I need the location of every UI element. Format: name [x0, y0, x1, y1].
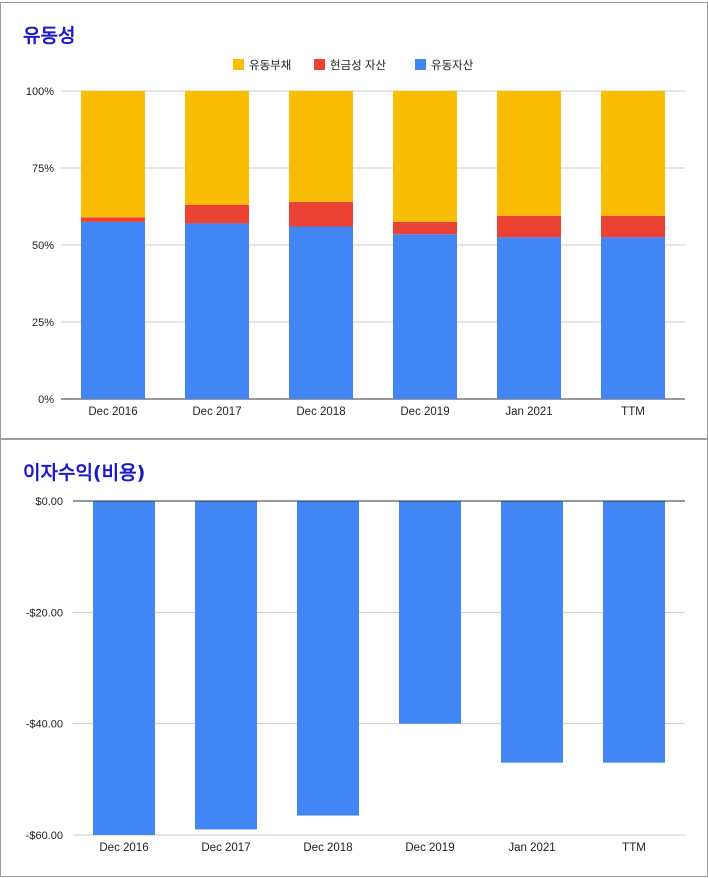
y-tick-label: 25%	[32, 317, 54, 329]
interest-chart: $0.00 -$20.00 -$40.00 -$60.00 Dec 2016 Dec 20…	[26, 496, 685, 854]
x-tick-label: Dec 2018	[303, 842, 352, 854]
bar-segment	[185, 91, 249, 205]
bar-segment	[497, 237, 561, 399]
y-tick-label: 0%	[38, 394, 54, 406]
bar	[195, 501, 257, 830]
y-tick-label: -$40.00	[26, 719, 63, 731]
x-tick-label: Dec 2017	[201, 842, 250, 854]
bar-segment	[393, 234, 457, 399]
x-tick-label: Dec 2017	[192, 406, 241, 418]
bar	[501, 501, 563, 763]
bar-segment	[497, 215, 561, 238]
bar-segment	[601, 237, 665, 399]
bar-segment	[81, 217, 145, 222]
liquidity-chart-panel: 유동성 0% 25% 50% 75% 100% Dec 2016 Dec 2017 Dec 2…	[0, 2, 708, 439]
liquidity-chart: 0% 25% 50% 75% 100% Dec 2016 Dec 2017 Dec 2018 D…	[26, 59, 685, 418]
legend-swatch	[314, 59, 325, 70]
bar-segment	[81, 221, 145, 399]
y-tick-label: 100%	[26, 86, 54, 98]
x-tick-label: Dec 2018	[296, 406, 345, 418]
legend-label: 현금성 자산	[330, 59, 387, 72]
y-tick-label: $0.00	[35, 496, 63, 508]
legend-label: 유동자산	[431, 59, 474, 72]
bar-segment	[185, 223, 249, 399]
bar	[399, 501, 461, 724]
bar-segment	[601, 215, 665, 238]
x-tick-label: Jan 2021	[505, 406, 552, 418]
x-tick-label: Dec 2019	[400, 406, 449, 418]
y-tick-label: -$20.00	[26, 607, 63, 619]
y-tick-label: 50%	[32, 240, 54, 252]
bar-segment	[81, 91, 145, 218]
x-tick-label: TTM	[621, 406, 645, 418]
bar-segment	[601, 91, 665, 216]
bar-segment	[289, 91, 353, 202]
legend-swatch	[233, 59, 244, 70]
liquidity-chart-title: 유동성	[23, 25, 76, 47]
y-tick-label: 75%	[32, 163, 54, 175]
x-tick-label: Dec 2016	[88, 406, 137, 418]
x-tick-label: Jan 2021	[508, 842, 555, 854]
bar	[297, 501, 359, 816]
interest-chart-title: 이자수익(비용)	[23, 462, 146, 484]
legend-label: 유동부채	[249, 59, 291, 72]
x-tick-label: TTM	[622, 842, 646, 854]
bar-segment	[497, 91, 561, 216]
bar-segment	[289, 201, 353, 227]
bar	[93, 501, 155, 835]
y-tick-label: -$60.00	[26, 830, 63, 842]
bar-segment	[393, 221, 457, 235]
bar-segment	[289, 226, 353, 399]
bar-segment	[185, 204, 249, 224]
legend-swatch	[415, 59, 426, 70]
bar	[603, 501, 665, 763]
x-tick-label: Dec 2019	[405, 842, 454, 854]
interest-chart-panel: 이자수익(비용) $0.00 -$20.00 -$40.00 -$60.00 Dec 2…	[0, 439, 708, 877]
bar-segment	[393, 91, 457, 222]
x-tick-label: Dec 2016	[99, 842, 148, 854]
